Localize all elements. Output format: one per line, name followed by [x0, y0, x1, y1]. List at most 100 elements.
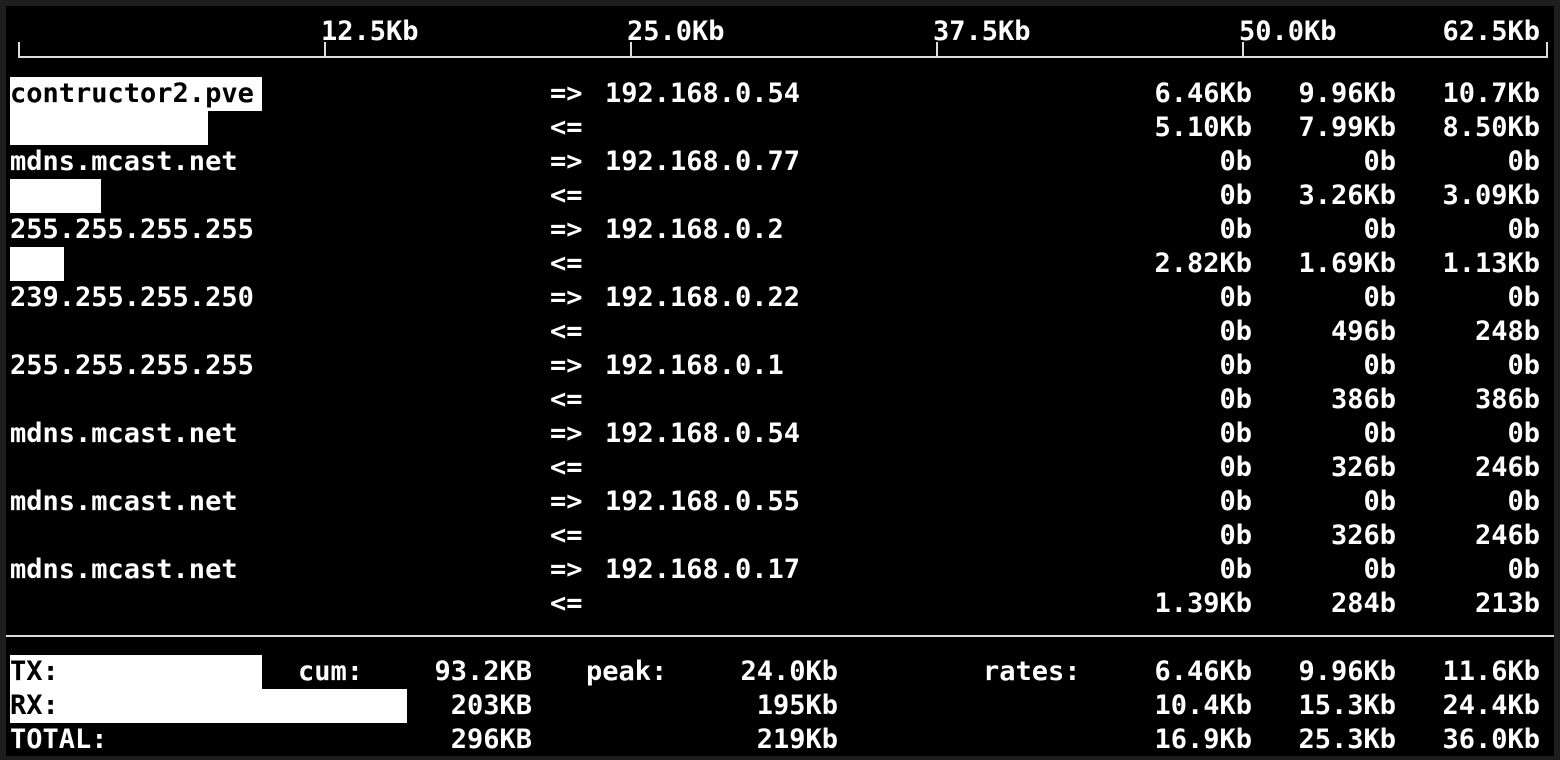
rx-rate: 284b — [1330, 588, 1396, 619]
peak-value: 24.0Kb — [740, 656, 838, 687]
arrow-in: <= — [550, 248, 583, 279]
scale-tick — [1242, 42, 1244, 58]
tx-rate: 0b — [1507, 486, 1540, 517]
tx-rate: 0b — [1363, 486, 1396, 517]
rx-rate-bar — [10, 111, 208, 145]
rx-rate: 326b — [1330, 452, 1396, 483]
iftop-terminal: 12.5Kb 25.0Kb 37.5Kb 50.0Kb 62.5Kb contructor… — [6, 6, 1554, 756]
total-rate: 6.46Kb — [1154, 656, 1252, 687]
flow-dest: 192.168.0.2 — [605, 214, 784, 245]
total-rate-bar — [10, 689, 407, 723]
flow-host: mdns.mcast.net — [10, 418, 238, 449]
rx-rate: 3.26Kb — [1298, 180, 1396, 211]
rates-label: rates: — [983, 656, 1081, 687]
arrow-in: <= — [550, 452, 583, 483]
rx-rate: 213b — [1474, 588, 1540, 619]
rx-rate: 1.13Kb — [1442, 248, 1540, 279]
arrow-in: <= — [550, 384, 583, 415]
flow-host: 239.255.255.250 — [10, 282, 254, 313]
total-label: TOTAL: — [10, 724, 108, 755]
flow-dest: 192.168.0.77 — [605, 146, 801, 177]
rx-rate: 7.99Kb — [1298, 112, 1396, 143]
arrow-out: => — [550, 78, 583, 109]
tx-rate: 10.7Kb — [1442, 78, 1540, 109]
tx-rate: 9.96Kb — [1298, 78, 1396, 109]
scale-tick — [630, 42, 632, 58]
cum-value: 203KB — [450, 690, 532, 721]
scale-label: 62.5Kb — [1442, 16, 1540, 47]
flow-dest: 192.168.0.1 — [605, 350, 784, 381]
tx-rate: 0b — [1219, 282, 1252, 313]
total-rate: 36.0Kb — [1442, 724, 1540, 755]
rx-rate: 0b — [1219, 384, 1252, 415]
scale-label: 37.5Kb — [933, 16, 1031, 47]
flow-host: mdns.mcast.net — [10, 554, 238, 585]
tx-rate: 0b — [1507, 554, 1540, 585]
peak-label: peak: — [586, 656, 668, 687]
total-label: TX: — [10, 656, 59, 687]
peak-value: 219Kb — [756, 724, 838, 755]
arrow-out: => — [550, 282, 583, 313]
rx-rate: 8.50Kb — [1442, 112, 1540, 143]
scale-label: 12.5Kb — [321, 16, 419, 47]
tx-rate: 0b — [1507, 282, 1540, 313]
rx-rate: 0b — [1219, 452, 1252, 483]
rx-rate: 3.09Kb — [1442, 180, 1540, 211]
tx-rate: 0b — [1507, 418, 1540, 449]
scale-label: 50.0Kb — [1239, 16, 1337, 47]
total-rate: 9.96Kb — [1298, 656, 1396, 687]
total-rate: 24.4Kb — [1442, 690, 1540, 721]
total-rate: 16.9Kb — [1154, 724, 1252, 755]
total-rate: 25.3Kb — [1298, 724, 1396, 755]
cum-label: cum: — [298, 656, 364, 687]
arrow-out: => — [550, 486, 583, 517]
tx-rate: 0b — [1507, 350, 1540, 381]
arrow-out: => — [550, 418, 583, 449]
rx-rate: 0b — [1219, 316, 1252, 347]
rx-rate: 386b — [1330, 384, 1396, 415]
separator — [6, 635, 1554, 637]
scale-tick — [1546, 42, 1548, 58]
flow-dest: 192.168.0.55 — [605, 486, 801, 517]
tx-rate: 0b — [1363, 554, 1396, 585]
rx-rate: 326b — [1330, 520, 1396, 551]
rx-rate: 248b — [1474, 316, 1540, 347]
arrow-out: => — [550, 554, 583, 585]
rx-rate: 246b — [1474, 452, 1540, 483]
tx-rate: 0b — [1219, 486, 1252, 517]
rx-rate: 246b — [1474, 520, 1540, 551]
tx-rate: 0b — [1219, 418, 1252, 449]
scale-axis — [18, 56, 1548, 58]
tx-rate: 6.46Kb — [1154, 78, 1252, 109]
tx-rate: 0b — [1219, 146, 1252, 177]
arrow-out: => — [550, 146, 583, 177]
rx-rate: 1.39Kb — [1154, 588, 1252, 619]
rx-rate: 496b — [1330, 316, 1396, 347]
cum-value: 296KB — [450, 724, 532, 755]
tx-rate: 0b — [1363, 350, 1396, 381]
flow-dest: 192.168.0.54 — [605, 78, 801, 109]
flow-host: contructor2.pve — [10, 78, 254, 109]
tx-rate: 0b — [1363, 418, 1396, 449]
tx-rate-bar — [10, 77, 262, 111]
tx-rate: 0b — [1219, 554, 1252, 585]
rx-rate: 386b — [1474, 384, 1540, 415]
rx-rate-bar — [10, 179, 101, 213]
rx-rate: 0b — [1219, 180, 1252, 211]
flow-host: 255.255.255.255 — [10, 350, 254, 381]
flow-dest: 192.168.0.54 — [605, 418, 801, 449]
total-rate: 11.6Kb — [1442, 656, 1540, 687]
scale-tick — [324, 42, 326, 58]
flow-host: mdns.mcast.net — [10, 146, 238, 177]
flow-dest: 192.168.0.17 — [605, 554, 801, 585]
total-rate: 10.4Kb — [1154, 690, 1252, 721]
tx-rate: 0b — [1363, 282, 1396, 313]
total-rate-bar — [10, 655, 262, 689]
flow-dest: 192.168.0.22 — [605, 282, 801, 313]
flow-host: mdns.mcast.net — [10, 486, 238, 517]
tx-rate: 0b — [1219, 214, 1252, 245]
tx-rate: 0b — [1507, 214, 1540, 245]
arrow-in: <= — [550, 588, 583, 619]
cum-value: 93.2KB — [434, 656, 532, 687]
scale-label: 25.0Kb — [627, 16, 725, 47]
